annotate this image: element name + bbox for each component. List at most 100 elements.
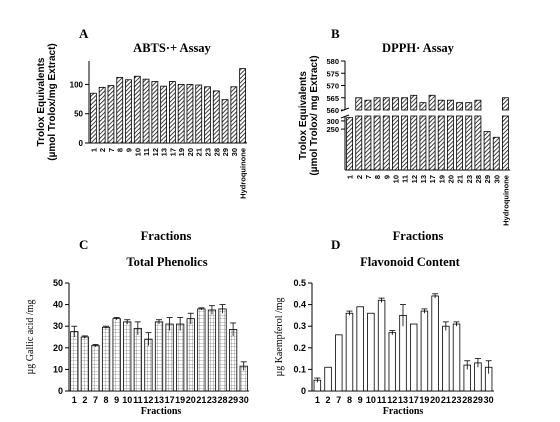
bar [133, 75, 141, 144]
bar [221, 99, 229, 144]
axis-break-mark [340, 114, 350, 119]
bar-lower-part [437, 115, 445, 171]
bar [144, 338, 153, 392]
bar [419, 102, 427, 111]
x-tick-label: 19 [437, 175, 446, 183]
x-tick-label: 20 [186, 148, 195, 156]
y-tick-label: 0.4 [293, 300, 306, 310]
y-axis-label: Trolox Equivalents [36, 57, 47, 146]
y-tick-label: 20 [53, 343, 63, 353]
bar [230, 86, 238, 144]
bar [112, 318, 121, 392]
bar [154, 321, 164, 392]
bar [367, 312, 375, 392]
y-tick-label: 0 [79, 139, 84, 148]
bar [355, 97, 363, 111]
bar-lower-part [465, 115, 473, 171]
x-tick-label: 2 [355, 175, 364, 179]
x-tick-label: 13 [419, 175, 428, 183]
y-axis-label-units: (µmol Trolox/mg Extract) [47, 43, 58, 160]
bar [116, 77, 124, 144]
x-tick-label: 13 [398, 395, 408, 405]
bar-lower-part [382, 115, 390, 171]
x-tick-label: 30 [239, 395, 249, 405]
bar [212, 90, 220, 144]
chart-title: Total Phenolics [126, 255, 207, 269]
bar [195, 84, 203, 144]
x-tick-label: 17 [409, 395, 419, 405]
bar [142, 78, 150, 144]
x-tick-label: 20 [446, 175, 455, 183]
bar [151, 81, 159, 144]
x-tick-label: 7 [336, 395, 341, 405]
bar [125, 79, 132, 144]
x-tick-label: 28 [212, 148, 221, 156]
bar [410, 94, 418, 111]
bar [456, 102, 464, 111]
x-tick-label: 13 [154, 395, 164, 405]
panel-letter: C [79, 237, 88, 252]
bar [186, 84, 194, 144]
bar [483, 131, 491, 171]
bar-lower-part [456, 115, 464, 171]
bar [177, 84, 185, 144]
x-tick-label: 10 [133, 148, 142, 156]
x-tick-label: 13 [160, 148, 169, 156]
bar [239, 68, 246, 144]
x-tick-label: 7 [107, 148, 116, 152]
bar [501, 97, 509, 111]
bar [218, 308, 227, 392]
y-tick-label: 580 [326, 57, 339, 66]
bar [133, 327, 142, 392]
x-tick-label: 1 [72, 395, 77, 405]
y-tick-label: 300 [326, 117, 339, 126]
x-tick-label: 10 [122, 395, 132, 405]
bar [324, 366, 332, 392]
y-tick-label: 570 [326, 82, 339, 91]
bar [382, 97, 390, 111]
x-tick-label: 30 [484, 395, 494, 405]
bar [70, 331, 79, 392]
bar [364, 99, 372, 111]
x-tick-label: 10 [366, 395, 376, 405]
x-tick-label: Hydroquinone [239, 148, 248, 199]
x-tick-label: 11 [401, 175, 410, 183]
x-tick-label: 2 [98, 148, 107, 152]
bar [197, 308, 206, 392]
x-tick-label: 19 [175, 395, 185, 405]
x-tick-label: 29 [221, 148, 230, 156]
x-axis-label: Fractions [393, 229, 444, 243]
bar [160, 85, 167, 144]
bar-lower-part [501, 115, 509, 171]
bar [431, 295, 439, 392]
y-tick-label: 0 [301, 386, 306, 396]
panel-letter: B [331, 26, 340, 41]
bar [373, 97, 381, 111]
bar [345, 312, 354, 392]
bar [346, 117, 354, 171]
x-tick-label: 29 [473, 395, 483, 405]
bar [401, 97, 409, 111]
bar-lower-part [391, 115, 399, 171]
x-tick-label: 11 [377, 395, 387, 405]
x-tick-label: 9 [125, 148, 134, 152]
x-axis-label: Fractions [141, 229, 192, 243]
bar [107, 85, 115, 144]
y-axis-label-units: (µmol Trolox/ mg Extract) [309, 55, 320, 175]
y-tick-label: 0.1 [293, 364, 306, 374]
bar [437, 99, 445, 111]
x-tick-label: 20 [430, 395, 440, 405]
y-tick-label: 0 [58, 386, 63, 396]
bar [176, 323, 185, 392]
x-tick-label: 17 [428, 175, 437, 183]
bar [409, 323, 418, 392]
bar [207, 309, 217, 392]
x-tick-label: 19 [177, 148, 186, 156]
x-tick-label: 7 [364, 175, 373, 179]
x-tick-label: 23 [204, 148, 213, 156]
x-tick-label: 12 [387, 395, 397, 405]
y-tick-label: 575 [326, 69, 339, 78]
x-tick-label: 29 [228, 395, 238, 405]
y-tick-label: 0.2 [293, 343, 306, 353]
